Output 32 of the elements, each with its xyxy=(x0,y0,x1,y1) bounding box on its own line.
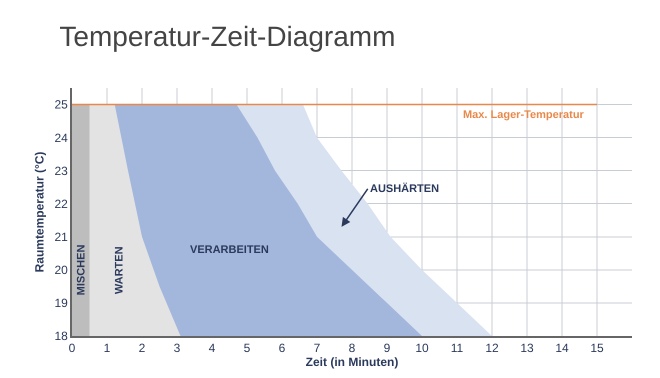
x-tick-label: 6 xyxy=(278,341,286,356)
x-tick-label: 7 xyxy=(314,341,321,356)
series-label: AUSHÄRTEN xyxy=(370,182,440,195)
x-tick-label: 3 xyxy=(174,341,181,356)
x-axis-title: Zeit (in Minuten) xyxy=(306,355,398,370)
x-tick-label: 12 xyxy=(485,341,499,356)
y-tick-label: 25 xyxy=(54,98,68,112)
x-tick-label: 2 xyxy=(138,341,146,356)
x-tick-label: 1 xyxy=(104,341,111,356)
x-tick-label: 13 xyxy=(520,341,534,356)
y-tick-label: 22 xyxy=(54,196,68,211)
y-tick-label: 24 xyxy=(54,130,68,145)
y-tick-label: 19 xyxy=(54,296,68,310)
x-tick-label: 5 xyxy=(244,341,251,356)
x-tick-label: 0 xyxy=(68,341,76,356)
y-axis-title: Raumtemperatur (°C) xyxy=(32,152,46,272)
series-label: WARTEN xyxy=(113,246,126,294)
series-label: MISCHEN xyxy=(76,244,88,296)
x-tick-label: 10 xyxy=(415,341,429,356)
ref-line-label: Max. Lager-Temperatur xyxy=(463,109,585,121)
x-tick-label: 9 xyxy=(384,341,391,356)
y-tick-label: 20 xyxy=(54,263,68,278)
x-tick-label: 8 xyxy=(348,341,356,356)
chart-title: Temperatur-Zeit-Diagramm xyxy=(59,21,396,52)
x-tick-label: 15 xyxy=(590,341,604,356)
x-tick-label: 4 xyxy=(208,341,216,356)
x-tick-label: 14 xyxy=(555,341,569,356)
x-tick-label: 11 xyxy=(450,341,464,356)
y-tick-label: 21 xyxy=(54,230,68,244)
y-tick-label: 23 xyxy=(54,164,68,178)
y-tick-label: 18 xyxy=(54,329,68,344)
series-label: VERARBEITEN xyxy=(190,244,269,256)
